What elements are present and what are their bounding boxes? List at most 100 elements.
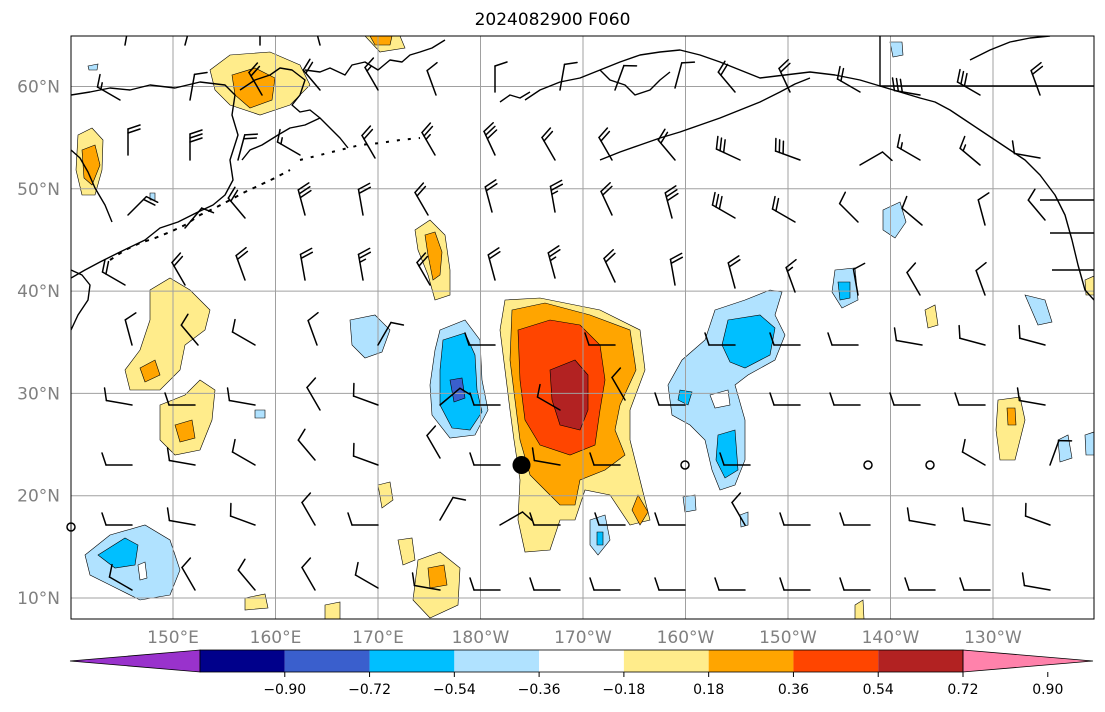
wind-barb [357, 247, 372, 281]
wind-barb [483, 121, 498, 156]
wind-barb [352, 382, 379, 406]
latitude-label: 60°N [17, 78, 60, 98]
wind-barb [180, 313, 199, 346]
wind-barb [839, 577, 871, 591]
wind-barb [958, 324, 986, 346]
wind-barb [547, 245, 561, 279]
wind-barb [276, 128, 301, 156]
wind-barb [959, 135, 981, 166]
wind-barb [301, 557, 316, 591]
wind-barb [411, 572, 441, 591]
longitude-label: 170°E [352, 628, 404, 648]
wind-barb [231, 438, 256, 466]
longitude-label: 130°W [964, 628, 1022, 648]
colorbar-min-extend [69, 649, 201, 673]
wind-barb [181, 557, 196, 591]
wind-barb [184, 36, 189, 46]
longitude-labels: 150°E 160°E 170°E 180°W 170°W 160°W 150°W 140°W… [147, 628, 1022, 648]
graticule [71, 36, 1094, 619]
wind-barb [889, 392, 921, 406]
wind-barb [361, 125, 376, 159]
wind-barb [704, 332, 736, 346]
wind-barb [731, 492, 746, 526]
wind-barb [494, 61, 508, 93]
wind-barb [977, 192, 990, 226]
wind-barb [189, 71, 208, 101]
longitude-label: 160°W [657, 628, 715, 648]
colorbar-tick-label: −0.90 [263, 682, 306, 698]
wind-barb [421, 122, 436, 156]
wind-barb [611, 367, 626, 401]
storm-position-marker [512, 456, 531, 475]
wind-barb [654, 512, 686, 526]
wind-barb [101, 258, 126, 286]
wind-barb [307, 311, 319, 346]
wind-barb [1030, 61, 1044, 96]
wind-barb [1049, 439, 1073, 466]
wind-barb [785, 258, 797, 293]
longitude-label: 160°E [250, 628, 302, 648]
wind-barb [827, 332, 859, 346]
wind-barb [237, 133, 259, 161]
longitude-label: 170°W [554, 628, 612, 648]
aleutian-islands [109, 137, 421, 261]
wind-barb [439, 387, 472, 406]
latitude-label: 40°N [17, 282, 60, 302]
wind-barb [439, 496, 467, 521]
wind-barb [127, 195, 159, 216]
wind-barb [959, 577, 991, 591]
wind-barb [1016, 387, 1046, 406]
wind-barb [487, 247, 501, 281]
latitude-label: 50°N [17, 180, 60, 200]
wind-barb [654, 577, 686, 591]
colorbar-tick-label: 0.90 [1032, 682, 1063, 698]
wind-barb [469, 452, 501, 466]
wind-barb [896, 133, 921, 161]
colorbar-segment [878, 650, 963, 672]
wind-barb [1018, 324, 1046, 346]
wind-barb [541, 127, 556, 161]
colorbar-segment [369, 650, 455, 672]
shaded-anomaly-field [75, 36, 1094, 619]
wind-barb [227, 186, 246, 219]
wind-barb [469, 577, 501, 591]
longitude-label: 150°E [147, 628, 199, 648]
colorbar-segment [708, 650, 794, 672]
wind-barb [1024, 502, 1051, 526]
wind-barb [416, 252, 431, 286]
colorbar-tick-label: 0.72 [947, 682, 978, 698]
wind-barb [229, 502, 256, 526]
wind-barb [603, 248, 616, 283]
wind-barb [714, 577, 746, 591]
wind-barb [771, 195, 796, 223]
wind-barb [719, 452, 751, 466]
wind-barb [536, 383, 561, 411]
wind-barb [103, 387, 133, 406]
wind-barb [839, 512, 871, 526]
wind-barb [549, 179, 564, 213]
wind-barb [426, 61, 438, 96]
colorbar-tick-label: −0.54 [433, 682, 476, 698]
wind-barb [654, 392, 686, 406]
wind-barb [299, 247, 314, 281]
wind-barb [779, 512, 811, 526]
wind-barb [235, 246, 249, 281]
wind-barb [1011, 140, 1041, 159]
wind-barb [352, 442, 379, 466]
wind-barb [357, 182, 372, 216]
colorbar-tick-label: −0.18 [602, 682, 645, 698]
colorbar-segment [454, 650, 540, 672]
colorbar-tick-label: −0.72 [348, 682, 391, 698]
wind-barb [769, 332, 801, 346]
colorbar-tick-label: 0.54 [863, 682, 894, 698]
longitude-label: 180°W [452, 628, 510, 648]
wind-barb [189, 129, 203, 161]
wind-barb [838, 191, 859, 223]
wind-barb [715, 135, 741, 161]
colorbar-segment [623, 650, 709, 672]
wind-barb [904, 577, 936, 591]
wind-barb [657, 128, 676, 161]
wind-barb [124, 312, 137, 346]
latitude-labels: 60°N 50°N 40°N 30°N 20°N 10°N [17, 78, 60, 610]
wind-barb [166, 447, 196, 466]
